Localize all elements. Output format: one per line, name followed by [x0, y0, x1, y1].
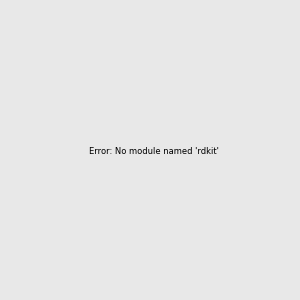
Text: Error: No module named 'rdkit': Error: No module named 'rdkit' — [89, 147, 219, 156]
